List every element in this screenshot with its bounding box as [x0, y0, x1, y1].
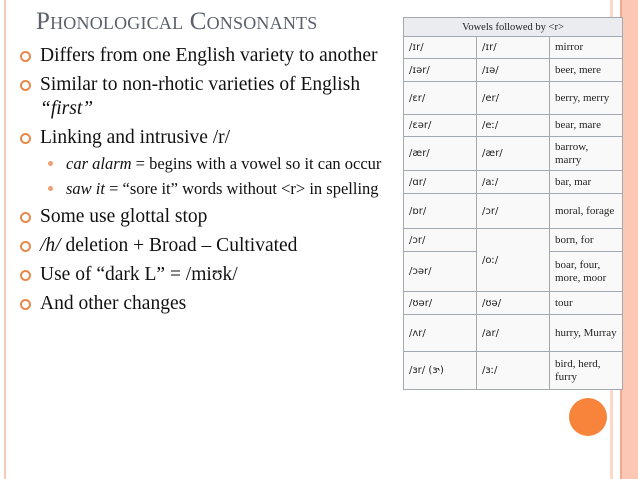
table-row: /ɔr//oː/born, for [403, 228, 623, 292]
bullet-item: Use of “dark L” = /miʊk/ [18, 263, 398, 287]
table-cell-rp: /ɑr/ [403, 170, 477, 194]
sub-bullet-item: saw it = “sore it” words without <r> in … [18, 178, 398, 199]
table-row: /ɪər//ɪə/beer, mere [403, 58, 623, 82]
bullet-item: Linking and intrusive /r/ [18, 126, 398, 150]
table-cell-example: bear, mare [549, 114, 623, 137]
table-cell-australian: /ær/ [476, 136, 550, 171]
table-cell-example: born, for [549, 228, 623, 252]
bullet-text: Linking and intrusive /r/ [40, 127, 231, 148]
table-cell-rp: /ɜr/ (ɝ) [403, 351, 477, 390]
table-cell-example: bar, mar [549, 170, 623, 194]
table-row: /ɑr//aː/bar, mar [403, 170, 623, 194]
bullet-icon [20, 270, 31, 281]
bullet-item: And other changes [18, 292, 398, 316]
table-cell-rp: /ʊər/ [403, 291, 477, 315]
table-cell-example: hurry, Murray [549, 314, 623, 352]
table-cell-australian: /aː/ [476, 170, 550, 194]
bullet-text: Use of “dark L” = /miʊk/ [40, 264, 238, 285]
table-cell-australian: /er/ [476, 81, 550, 115]
table-cell-example: berry, merry [549, 81, 623, 115]
table-cell-rp: /ɔr/ [403, 228, 477, 252]
table-cell-rp: /ʌr/ [403, 314, 477, 352]
bullet-icon [20, 51, 31, 62]
bullet-text: Some use glottal stop [40, 206, 208, 227]
orange-circle-decoration [569, 398, 607, 436]
bullet-text: Differs from one English variety to anot… [40, 45, 378, 66]
table-cell-rp: /ɛər/ [403, 114, 477, 137]
table-cell-australian: /ɜː/ [476, 351, 550, 390]
table-cell-rp: /ɛr/ [403, 81, 477, 115]
bullet-item: Differs from one English variety to anot… [18, 44, 398, 68]
bullet-italic: /h/ [40, 235, 61, 256]
table-cell-example: boar, four, more, moor [549, 251, 623, 292]
sub-bullet-icon [48, 161, 53, 166]
table-row: /ɒr//ɔr/moral, forage [403, 193, 623, 229]
table-row: /ɛər//eː/bear, mare [403, 114, 623, 137]
bullet-icon [20, 80, 31, 91]
vowels-table: Vowels followed by <r> /ɪr//ɪr/mirror/ɪə… [403, 17, 623, 390]
table-cell-example: beer, mere [549, 58, 623, 82]
table-cell-example: moral, forage [549, 193, 623, 229]
sub-bullet-italic: car alarm [66, 154, 132, 173]
table-cell-rp: /ɔər/ [403, 251, 477, 292]
table-cell-rp: /ɪər/ [403, 58, 477, 82]
table-cell-australian: /ʊə/ [476, 291, 550, 315]
bullet-icon [20, 133, 31, 144]
right-decorative-band [622, 0, 638, 479]
table-cell-australian: /ɪr/ [476, 36, 550, 59]
table-cell-rp: /ær/ [403, 136, 477, 171]
table-cell-australian: /eː/ [476, 114, 550, 137]
bullet-icon [20, 212, 31, 223]
table-cell-australian: /ɔr/ [476, 193, 550, 229]
sub-bullet-icon [48, 186, 53, 191]
bullet-icon [20, 241, 31, 252]
sub-bullet-item: car alarm = begins with a vowel so it ca… [18, 153, 398, 174]
table-cell-example: tour [549, 291, 623, 315]
bullet-text: And other changes [40, 293, 187, 314]
sub-bullet-italic: saw it [66, 179, 105, 198]
bullet-text: Similar to non-rhotic varieties of Engli… [40, 74, 361, 95]
bullet-text: deletion + Broad – Cultivated [60, 235, 298, 256]
table-cell-australian: /ɪə/ [476, 58, 550, 82]
table-cell-australian: /ar/ [476, 314, 550, 352]
bullet-item: Similar to non-rhotic varieties of Engli… [18, 73, 398, 121]
table-cell-australian: /oː/ [476, 228, 550, 292]
table-row: /ɛr//er/berry, merry [403, 81, 623, 115]
table-cell-rp: /ɪr/ [403, 36, 477, 59]
table-row: /ɜr/ (ɝ)/ɜː/bird, herd, furry [403, 351, 623, 390]
bullet-icon [20, 299, 31, 310]
slide-title: Phonological Consonants [36, 8, 318, 35]
left-decorative-line [4, 0, 6, 479]
bullet-item: /h/ deletion + Broad – Cultivated [18, 234, 398, 258]
table-cell-rp: /ɒr/ [403, 193, 477, 229]
table-cell-example: mirror [549, 36, 623, 59]
table-header: Vowels followed by <r> [403, 17, 623, 37]
bullet-italic: “first” [40, 98, 94, 119]
sub-bullet-text: = “sore it” words without <r> in spellin… [104, 179, 379, 198]
table-row: /ʌr//ar/hurry, Murray [403, 314, 623, 352]
bullet-list: Differs from one English variety to anot… [18, 44, 398, 321]
table-cell-example: barrow, marry [549, 136, 623, 171]
table-row: /ɔər/boar, four, more, moor [403, 251, 623, 292]
table-row: /ɪr//ɪr/mirror [403, 36, 623, 59]
table-row: /ʊər//ʊə/tour [403, 291, 623, 315]
sub-bullet-text: = begins with a vowel so it can occur [131, 154, 382, 173]
table-cell-example: bird, herd, furry [549, 351, 623, 390]
table-row: /ær//ær/barrow, marry [403, 136, 623, 171]
bullet-item: Some use glottal stop [18, 205, 398, 229]
